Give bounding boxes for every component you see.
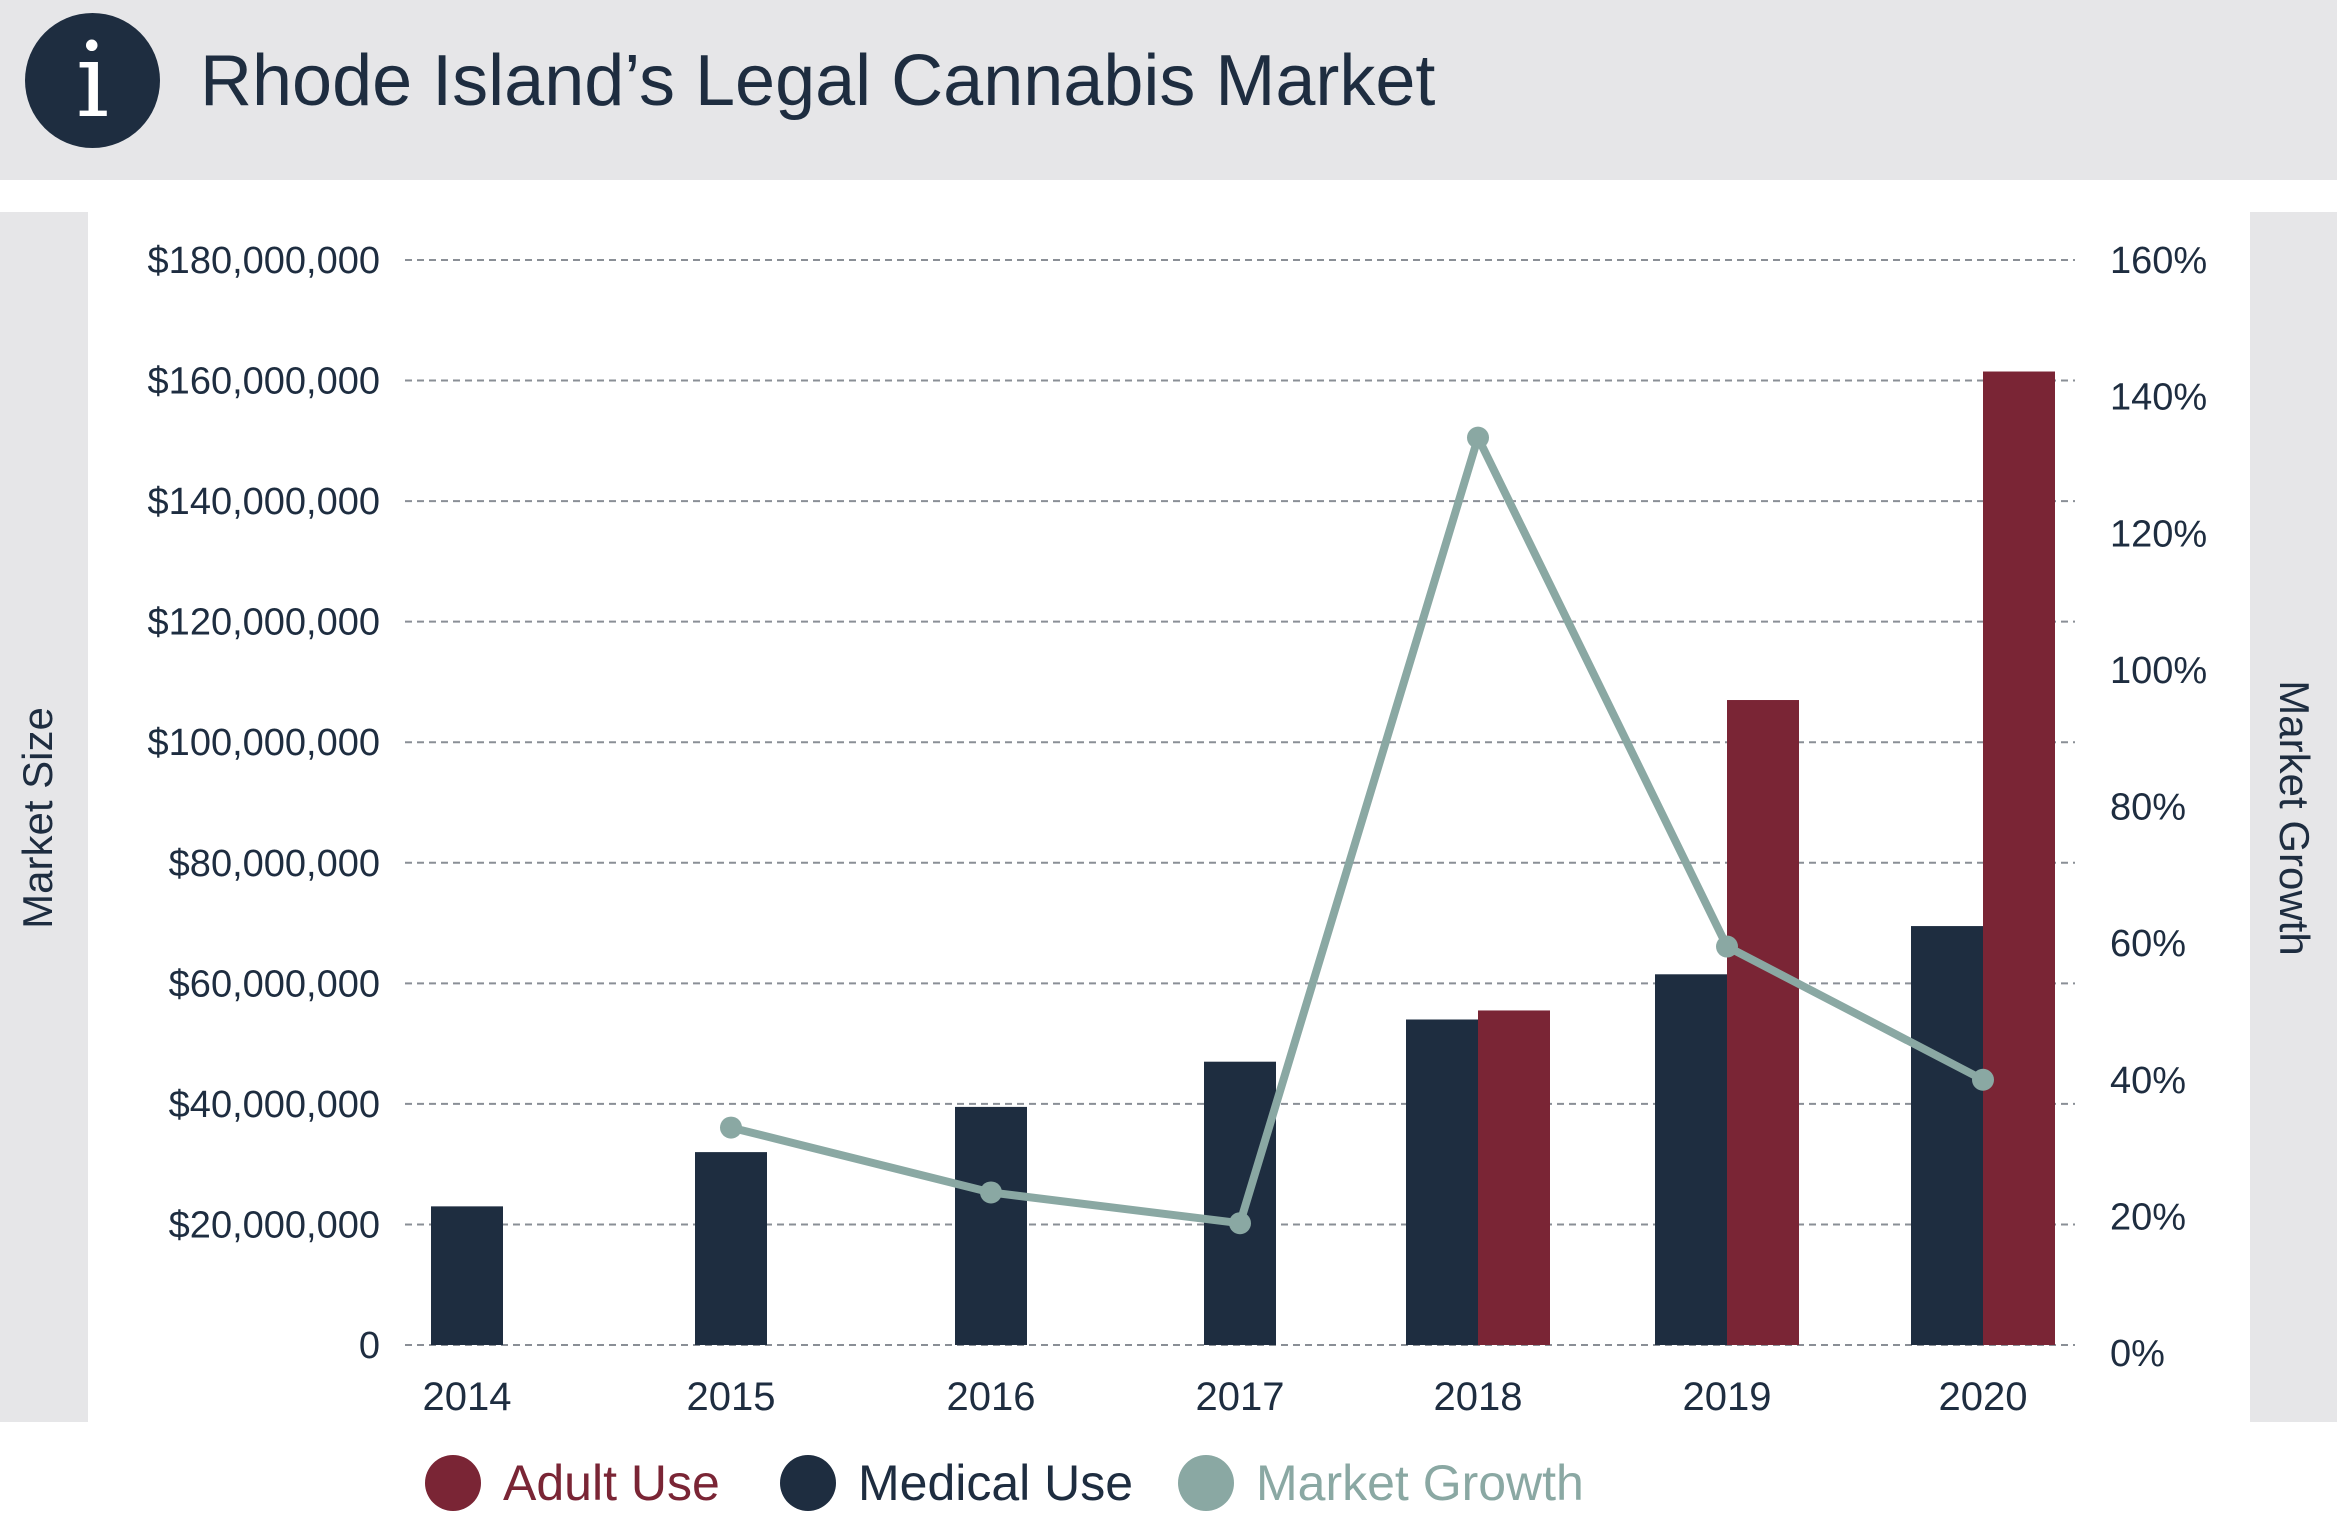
legend-market-growth: Market Growth [1178, 1448, 1584, 1518]
y-tick-label: $140,000,000 [148, 481, 380, 523]
y-tick-label: 0 [359, 1325, 380, 1367]
legend-growth-swatch [1178, 1455, 1234, 1511]
legend-medical-swatch [780, 1455, 836, 1511]
legend-adult-label: Adult Use [503, 1455, 720, 1511]
y2-tick-label: 100% [2110, 650, 2207, 692]
growth-line [720, 426, 1994, 1235]
y2-tick-label: 0% [2110, 1333, 2165, 1375]
y2-tick-label: 20% [2110, 1196, 2186, 1238]
info-icon: i [25, 13, 160, 148]
legend-medical-label: Medical Use [858, 1455, 1134, 1511]
legend-adult-use: Adult Use [425, 1448, 720, 1518]
chart-title: Rhode Island’s Legal Cannabis Market [200, 41, 1436, 121]
y2-tick-label: 80% [2110, 787, 2186, 829]
y2-tick-label: 160% [2110, 240, 2207, 282]
legend-growth-label: Market Growth [1256, 1455, 1584, 1511]
legend-adult-swatch [425, 1455, 481, 1511]
x-tick-label: 2016 [947, 1375, 1036, 1419]
bar-medical-2015 [695, 1152, 767, 1345]
y-tick-label: $120,000,000 [148, 602, 380, 644]
y2-tick-label: 40% [2110, 1060, 2186, 1102]
bar-medical-2016 [955, 1106, 1027, 1345]
growth-point [1972, 1068, 1994, 1091]
y-tick-label: $100,000,000 [148, 722, 380, 764]
growth-point [1467, 426, 1489, 449]
bar-medical-2020 [1911, 926, 1983, 1345]
y-tick-label: $160,000,000 [148, 361, 380, 403]
bar-medical-2018 [1406, 1019, 1478, 1345]
bar-adult-2018 [1478, 1010, 1550, 1345]
bar-medical-2017 [1204, 1061, 1276, 1345]
x-tick-label: 2018 [1434, 1375, 1523, 1419]
y2-tick-label: 60% [2110, 923, 2186, 965]
x-tick-label: 2014 [423, 1375, 512, 1419]
header-bar: i Rhode Island’s Legal Cannabis Market [0, 0, 2337, 180]
bar-medical-2019 [1655, 974, 1727, 1345]
bars [431, 371, 2055, 1345]
growth-point [980, 1181, 1002, 1204]
y2-tick-label: 120% [2110, 513, 2207, 555]
growth-point [720, 1116, 742, 1139]
x-tick-label: 2020 [1939, 1375, 2028, 1419]
bar-adult-2019 [1727, 700, 1799, 1345]
y-axis-title: Market Size [14, 707, 61, 929]
x-tick-label: 2017 [1196, 1375, 1285, 1419]
right-axis-strip [2250, 212, 2337, 1422]
axis-labels: 0 $20,000,000 $40,000,000 $60,000,000 $80,00… [14, 240, 2318, 1419]
bar-adult-2020 [1983, 371, 2055, 1345]
left-axis-strip [0, 212, 88, 1422]
growth-point [1716, 935, 1738, 958]
x-tick-label: 2015 [687, 1375, 776, 1419]
y-tick-label: $180,000,000 [148, 240, 380, 282]
growth-line-path [730, 433, 1985, 1228]
y-tick-label: $60,000,000 [169, 963, 380, 1005]
y-tick-label: $20,000,000 [169, 1204, 380, 1246]
y-tick-label: $40,000,000 [169, 1084, 380, 1126]
y2-tick-label: 140% [2110, 377, 2207, 419]
growth-point [1229, 1212, 1251, 1235]
y2-axis-title: Market Growth [2271, 680, 2318, 955]
legend-medical-use: Medical Use [780, 1448, 1133, 1518]
y-tick-label: $80,000,000 [169, 843, 380, 885]
bar-medical-2014 [431, 1206, 503, 1345]
x-tick-label: 2019 [1683, 1375, 1772, 1419]
